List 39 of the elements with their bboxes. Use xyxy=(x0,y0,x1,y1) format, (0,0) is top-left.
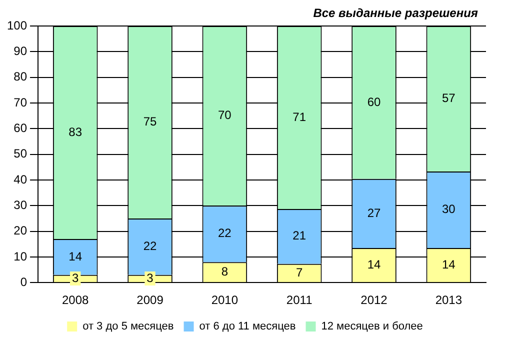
y-tick-label: 0 xyxy=(20,274,28,289)
data-label: 70 xyxy=(218,108,232,122)
data-label: 27 xyxy=(367,206,381,220)
data-label: 14 xyxy=(367,257,381,272)
x-tick-label: 2013 xyxy=(435,293,462,308)
y-tick-label: 10 xyxy=(14,249,28,264)
legend-label: 12 месяцев и более xyxy=(321,320,423,333)
y-tick-label: 90 xyxy=(14,44,28,58)
y-tick-label: 70 xyxy=(14,95,28,110)
data-label: 71 xyxy=(292,110,306,124)
y-tick-label: 20 xyxy=(14,224,28,238)
data-label: 60 xyxy=(367,94,381,109)
x-tick-label: 2010 xyxy=(211,293,238,308)
y-tick-label: 80 xyxy=(14,70,28,84)
x-tick-label: 2012 xyxy=(360,293,388,308)
legend-label: от 6 до 11 месяцев xyxy=(199,320,296,333)
data-label: 14 xyxy=(68,249,82,264)
data-label: 21 xyxy=(292,228,306,243)
data-label: 8 xyxy=(221,264,228,278)
chart-title: Все выданные разрешения xyxy=(313,6,478,20)
y-tick-label: 50 xyxy=(14,146,28,161)
data-label: 83 xyxy=(68,124,82,139)
x-tick-label: 2011 xyxy=(286,293,313,308)
data-label: 14 xyxy=(442,257,456,272)
y-tick-label: 60 xyxy=(14,120,28,135)
data-label: 75 xyxy=(143,114,158,129)
x-tick-label: 2008 xyxy=(62,293,90,308)
y-tick-label: 40 xyxy=(14,172,28,186)
data-label: 7 xyxy=(296,265,303,280)
data-label: 57 xyxy=(442,91,456,106)
y-tick-label: 30 xyxy=(14,198,28,212)
data-label: 22 xyxy=(218,226,232,240)
data-label: 22 xyxy=(143,238,158,253)
legend-label: от 3 до 5 месяцев xyxy=(82,320,174,333)
data-label: 30 xyxy=(442,202,456,216)
x-tick-label: 2009 xyxy=(136,293,164,308)
data-label: 3 xyxy=(146,270,154,285)
data-label: 3 xyxy=(72,270,80,285)
y-tick-label: 100 xyxy=(6,18,28,32)
